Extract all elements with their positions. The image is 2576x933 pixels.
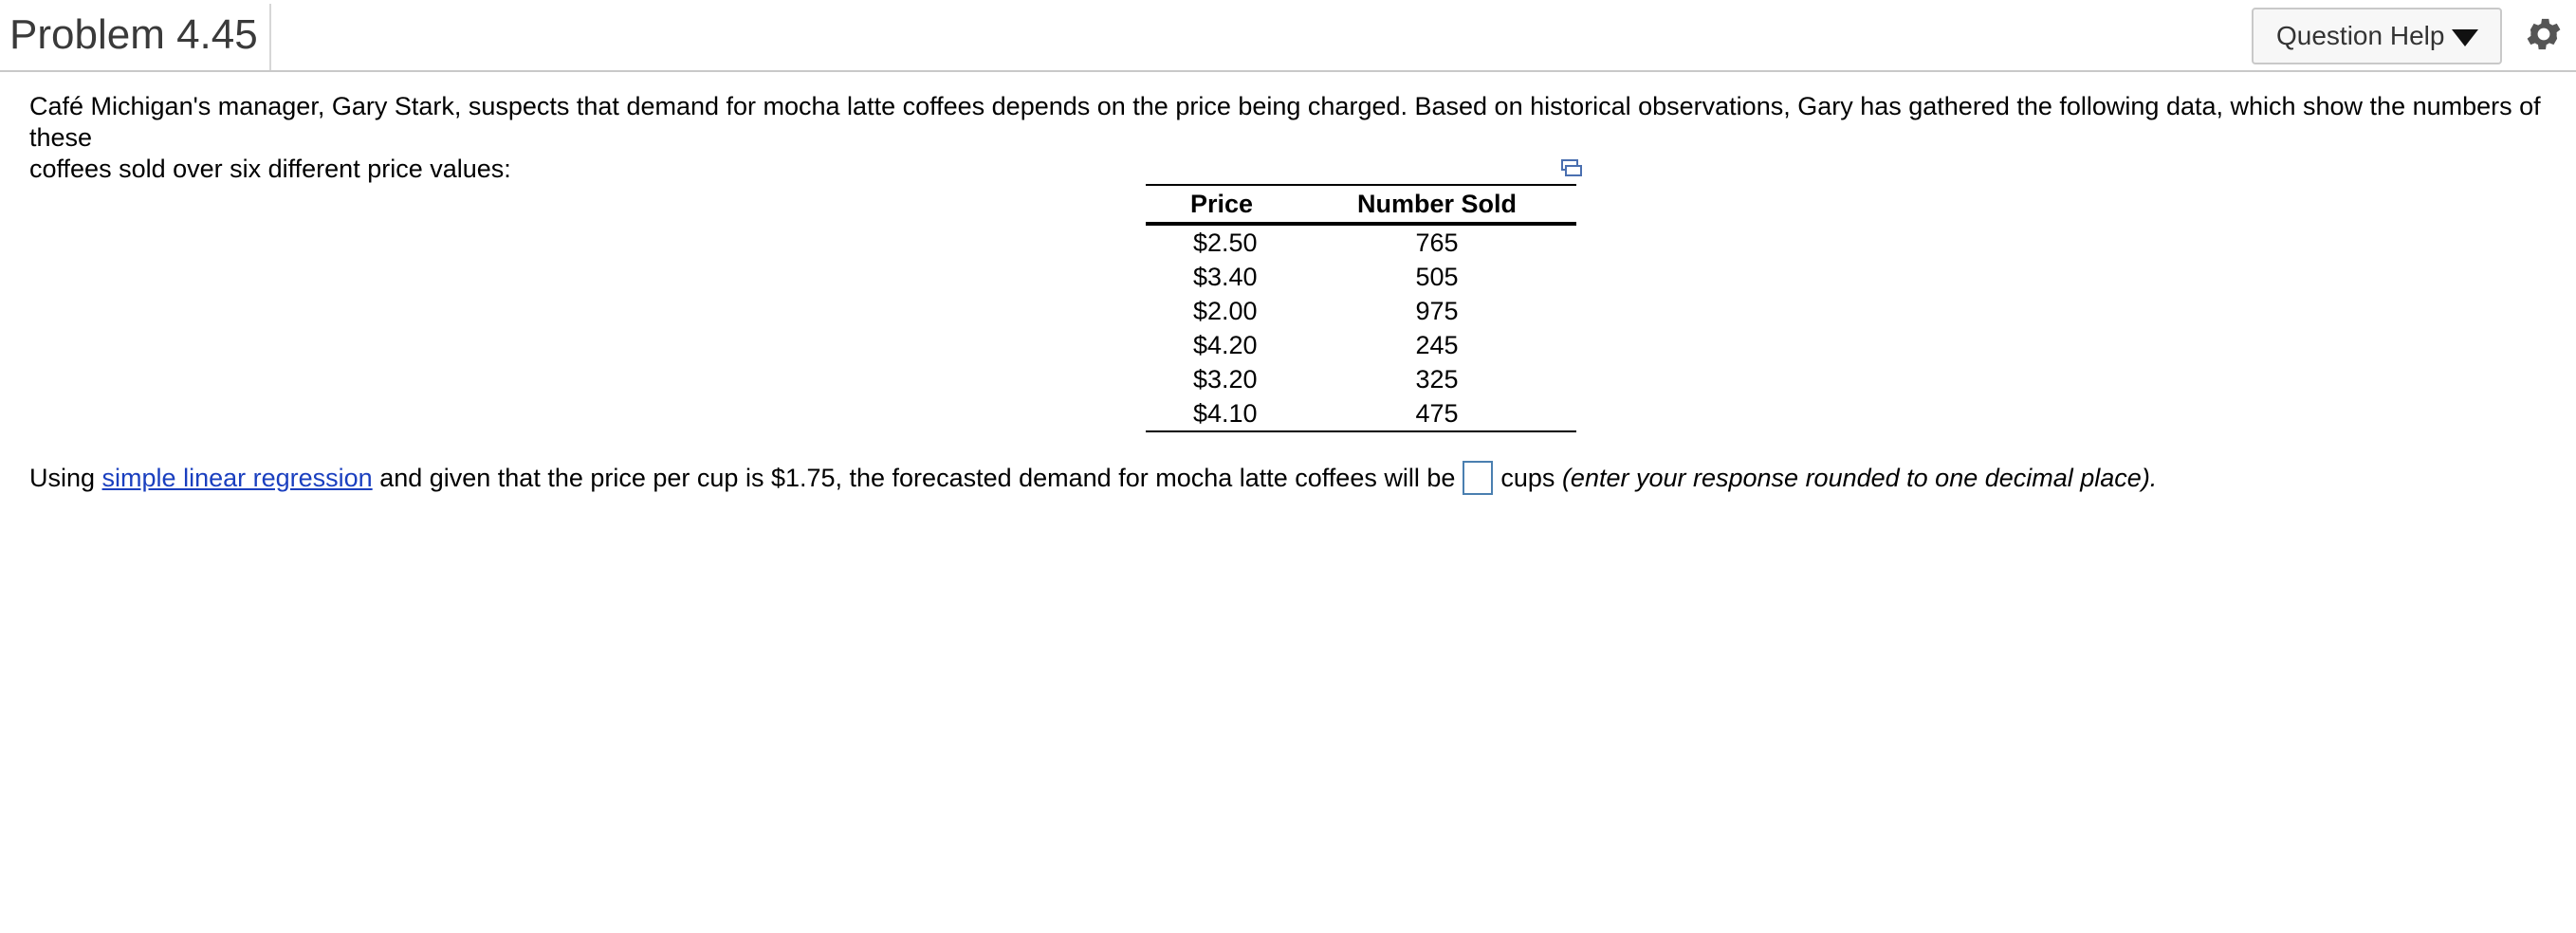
price-cell: $3.40 xyxy=(1193,262,1258,291)
table-row: $4.10 475 xyxy=(1146,396,1576,431)
rounding-instruction: (enter your response rounded to one deci… xyxy=(1561,464,2158,492)
header-bar: Problem 4.45 Question Help xyxy=(0,0,2576,72)
number-sold-cell: 975 xyxy=(1415,296,1459,325)
table-row: $3.20 325 xyxy=(1146,362,1576,396)
data-table: Price Number Sold $2.50 765 $3.40 505 $2… xyxy=(1146,184,1576,432)
question-prefix: Using xyxy=(29,464,96,492)
title-divider xyxy=(269,4,271,70)
price-cell: $3.20 xyxy=(1193,364,1258,393)
problem-statement: Café Michigan's manager, Gary Stark, sus… xyxy=(29,91,2543,185)
answer-input[interactable] xyxy=(1463,461,1494,495)
column-header-price: Price xyxy=(1146,185,1297,226)
table-row: $2.50 765 xyxy=(1146,224,1576,260)
question-suffix: cups xyxy=(1500,464,1555,492)
price-cell: $2.00 xyxy=(1193,296,1258,325)
table-row: $4.20 245 xyxy=(1146,328,1576,362)
question-middle: and given that the price per cup is $1.7… xyxy=(379,464,1456,492)
gear-icon[interactable] xyxy=(2523,13,2565,55)
price-cell: $4.10 xyxy=(1193,398,1258,428)
caret-down-icon xyxy=(2452,29,2479,46)
table-row: $2.00 975 xyxy=(1146,294,1576,328)
data-table-container: Price Number Sold $2.50 765 $3.40 505 $2… xyxy=(1146,184,1576,432)
price-cell: $4.20 xyxy=(1193,330,1258,359)
intro-line-2: coffees sold over six different price va… xyxy=(29,155,511,183)
table-row: $3.40 505 xyxy=(1146,260,1576,294)
expand-table-icon[interactable] xyxy=(1560,157,1583,178)
number-sold-cell: 765 xyxy=(1415,228,1459,257)
page-title: Problem 4.45 xyxy=(9,11,258,58)
number-sold-cell: 475 xyxy=(1415,398,1459,428)
column-header-number-sold: Number Sold xyxy=(1297,185,1576,226)
question-help-label: Question Help xyxy=(2276,21,2445,50)
intro-line-1: Café Michigan's manager, Gary Stark, sus… xyxy=(29,92,2541,152)
question-help-button[interactable]: Question Help xyxy=(2252,8,2502,64)
price-cell: $2.50 xyxy=(1193,228,1258,257)
number-sold-cell: 325 xyxy=(1415,364,1459,393)
question-sentence: Using simple linear regression and given… xyxy=(29,459,2157,497)
number-sold-cell: 505 xyxy=(1415,262,1459,291)
simple-linear-regression-link[interactable]: simple linear regression xyxy=(101,464,373,492)
number-sold-cell: 245 xyxy=(1415,330,1459,359)
table-header-row: Price Number Sold xyxy=(1146,185,1576,226)
